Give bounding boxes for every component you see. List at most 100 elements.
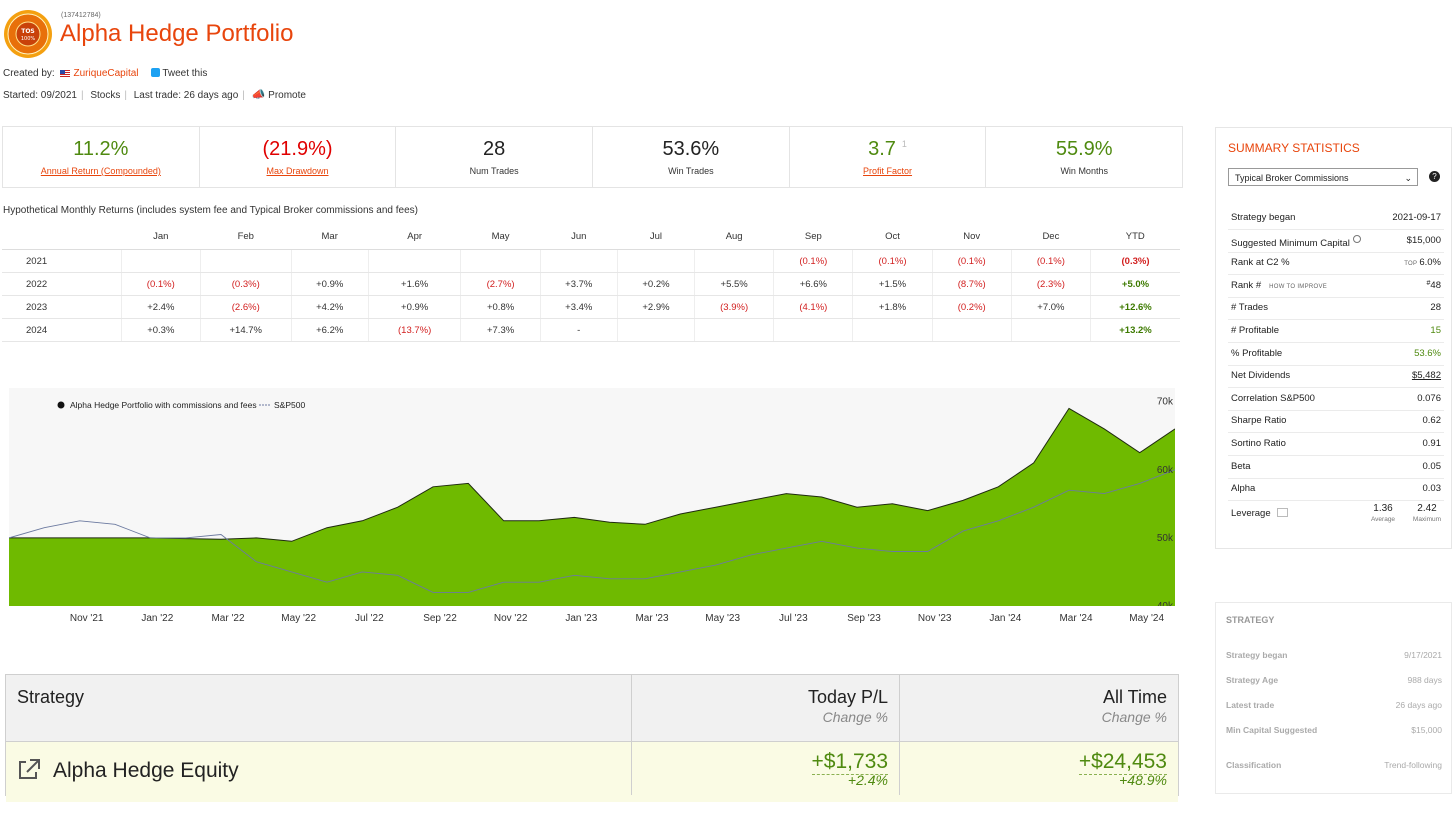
stat-value-text: 2021-09-17 [1392, 212, 1441, 223]
stats-bar: 11.2% Annual Return (Compounded) (21.9%)… [2, 126, 1183, 188]
svg-text:100%: 100% [21, 36, 36, 42]
legend-label-sp500[interactable]: S&P500 [274, 400, 305, 410]
strategy-table: Strategy Today P/L Change % All Time Cha… [5, 674, 1179, 802]
strategy-name[interactable]: Alpha Hedge Equity [53, 759, 239, 782]
stat-num-trades: 28 Num Trades [396, 127, 594, 187]
column-divider [899, 675, 900, 795]
col-all-time-sub: Change % [1101, 709, 1167, 725]
chart-icon[interactable] [1277, 508, 1289, 517]
col-today-pl: Today P/L [807, 687, 888, 707]
month-column-header: Jul [617, 224, 695, 250]
stat-value: 0.076 [1417, 393, 1441, 404]
leverage-average: 1.36 [1373, 503, 1393, 514]
tweet-link[interactable]: Tweet this [162, 68, 208, 79]
stat-value-text: 15 [1430, 325, 1441, 336]
year-column-header [2, 224, 122, 250]
summary-row: Sortino Ratio 0.91 [1228, 433, 1444, 456]
stat-key-text: Correlation S&P500 [1231, 392, 1315, 404]
info-key: Classification [1226, 760, 1282, 770]
month-column-header: Feb [200, 224, 292, 250]
stat-value: 0.91 [1423, 438, 1442, 449]
stat-value-text: 53.6% [1414, 347, 1441, 359]
leverage-maximum-label: Maximum [1412, 516, 1442, 523]
stat-key-text: # Trades [1231, 302, 1268, 314]
help-icon[interactable]: ? [1429, 171, 1440, 182]
stat-value-text: 0.03 [1422, 483, 1442, 495]
info-value: Trend-following [1384, 760, 1442, 770]
return-cell: +6.6% [773, 272, 853, 296]
created-by-label: Created by: [3, 68, 55, 79]
strategy-row[interactable]: Alpha Hedge Equity +$1,733 +2.4% +$24,45… [6, 742, 1178, 802]
return-cell: (0.1%) [1010, 249, 1091, 273]
stat-key-text: Net Dividends [1231, 370, 1291, 382]
x-tick-label: Jul '23 [779, 613, 808, 624]
info-value: 9/17/2021 [1404, 650, 1442, 660]
how-to-improve-link[interactable]: HOW TO IMPROVE [1269, 283, 1328, 290]
info-icon[interactable] [1352, 234, 1361, 243]
stat-value-text: 48 [1430, 279, 1441, 291]
stat-key: Leverage [1231, 508, 1289, 519]
promote-link[interactable]: Promote [268, 90, 306, 101]
return-cell: (2.3%) [1010, 272, 1091, 296]
info-key: Min Capital Suggested [1226, 725, 1318, 735]
summary-row: Alpha 0.03 [1228, 478, 1444, 502]
return-cell: +1.6% [367, 272, 461, 296]
legend-marker-portfolio [57, 401, 65, 409]
megaphone-icon[interactable]: 📣 [251, 89, 266, 101]
all-time-pct: +48.9% [1119, 772, 1167, 788]
twitter-icon[interactable] [151, 68, 161, 77]
stat-win-trades: 53.6% Win Trades [593, 127, 790, 187]
stat-key: Sortino Ratio [1231, 438, 1286, 449]
creator-link[interactable]: ZuriqueCapital [73, 68, 139, 79]
return-cell: +14.7% [199, 318, 292, 342]
month-column-header: Dec [1011, 224, 1091, 250]
legend-label-portfolio[interactable]: Alpha Hedge Portfolio with commissions a… [70, 400, 257, 410]
return-cell [616, 249, 695, 273]
col-strategy: Strategy [17, 687, 85, 707]
commission-select[interactable]: Typical Broker Commissions ⌄ [1228, 168, 1418, 186]
x-tick-label: Jan '24 [989, 613, 1022, 624]
summary-row: Correlation S&P500 0.076 [1228, 388, 1444, 411]
return-cell: (0.1%) [852, 249, 933, 273]
stat-label-link[interactable]: Max Drawdown [266, 166, 329, 176]
month-column-header: Jun [540, 224, 618, 250]
return-cell: (0.1%) [773, 249, 853, 273]
stat-max-drawdown: (21.9%) Max Drawdown [200, 127, 397, 187]
stat-value[interactable]: $5,482 [1412, 370, 1441, 381]
stat-value: 28 [1430, 302, 1441, 313]
return-cell [931, 318, 1012, 342]
stat-value: 0.62 [1423, 415, 1442, 426]
return-cell: +0.9% [367, 295, 461, 319]
external-link-icon[interactable] [17, 758, 41, 785]
portfolio-line [9, 407, 1175, 542]
return-cell: (0.1%) [120, 272, 201, 296]
return-cell: (3.9%) [694, 295, 774, 319]
stat-label-link[interactable]: Profit Factor [863, 166, 913, 176]
return-cell: (13.7%) [367, 318, 461, 342]
stat-key-text: Rank at C2 % [1231, 257, 1290, 269]
stat-key-text: # Profitable [1231, 325, 1280, 336]
x-tick-label: Nov '22 [493, 613, 528, 624]
strategy-info-panel: STRATEGY Strategy began 9/17/2021 Strategy… [1215, 602, 1452, 794]
stat-value: (21.9%) [262, 138, 333, 160]
month-column-header: YTD [1090, 224, 1180, 250]
col-all-time: All Time [1102, 687, 1167, 707]
return-cell: (4.1%) [773, 295, 853, 319]
ytd-cell: (0.3%) [1089, 249, 1180, 273]
leverage-average-label: Average [1370, 516, 1396, 523]
summary-row: Strategy began 2021-09-17 [1228, 207, 1444, 230]
stat-key-text: Rank # [1231, 279, 1262, 291]
info-value: 26 days ago [1395, 700, 1442, 710]
return-cell [199, 249, 292, 273]
x-tick-label: Nov '21 [69, 613, 104, 624]
us-flag-icon [60, 70, 71, 77]
x-tick-label: Jan '22 [141, 613, 174, 624]
stat-label-link[interactable]: Annual Return (Compounded) [40, 166, 161, 176]
x-tick-label: Mar '22 [211, 613, 245, 624]
leverage-maximum: 2.42 [1417, 503, 1437, 514]
month-column-header: Jan [121, 224, 201, 250]
y-tick-label: 50k [1157, 533, 1174, 544]
stat-key: Sharpe Ratio [1231, 415, 1286, 426]
portfolio-area [9, 408, 1175, 606]
return-cell: +0.9% [290, 272, 369, 296]
